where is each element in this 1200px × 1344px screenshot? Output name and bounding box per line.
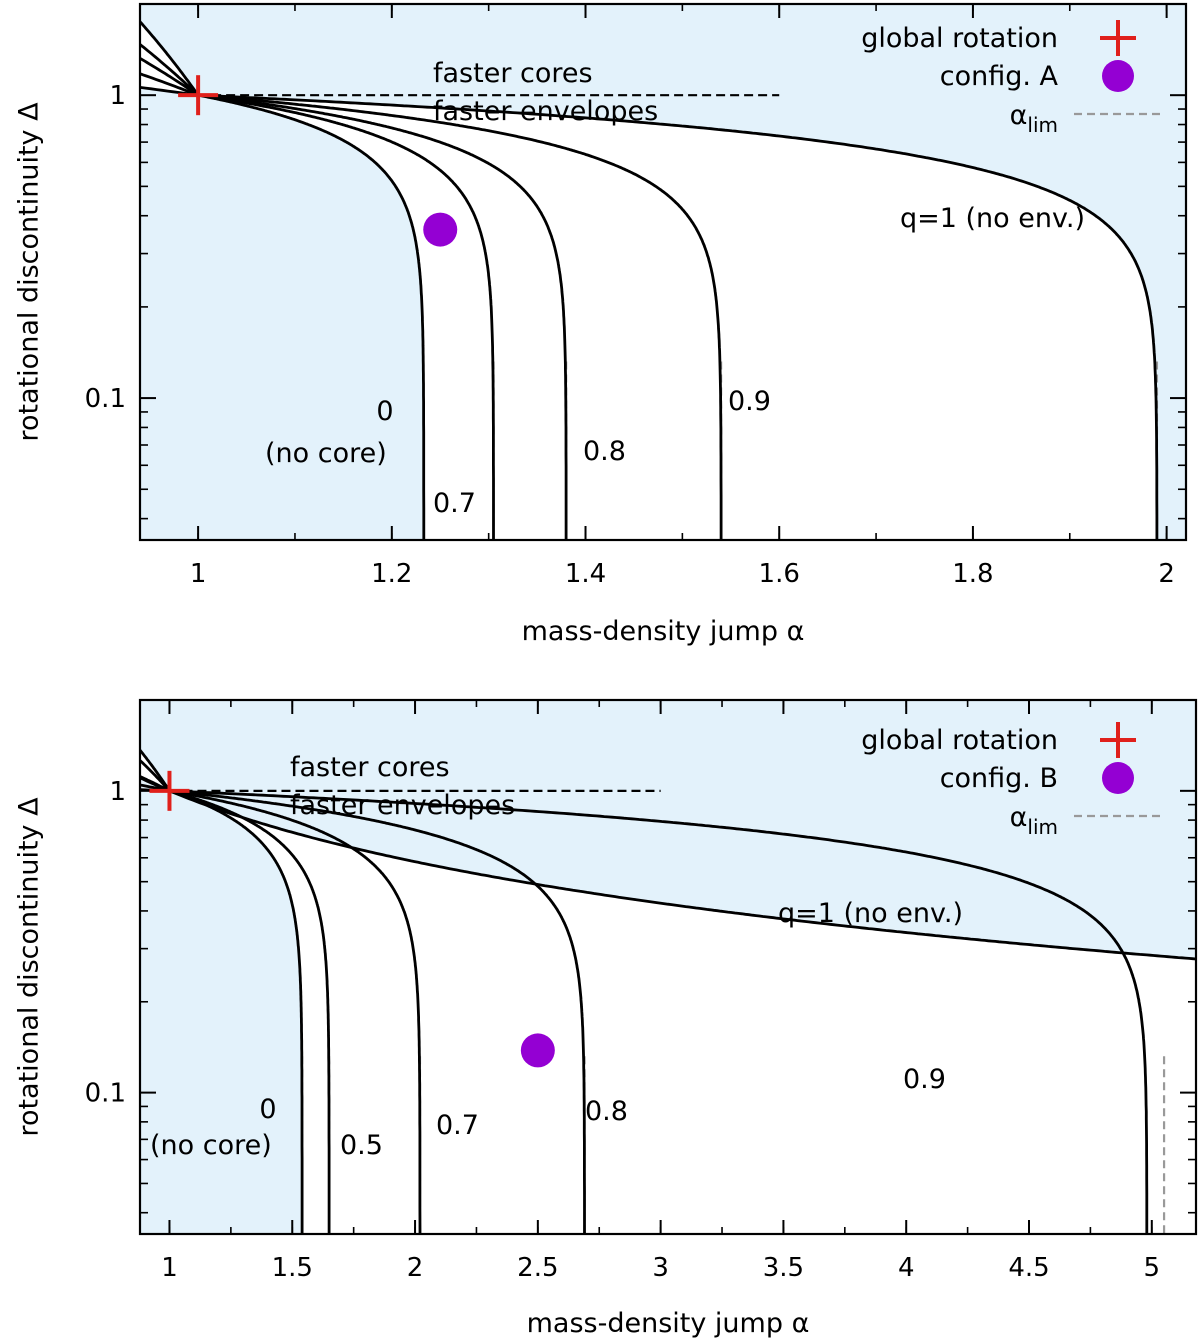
unshaded-region	[140, 21, 1157, 540]
annotation-label: 0.8	[585, 1096, 628, 1127]
x-tick-label: 2	[407, 1253, 424, 1283]
annotation-label: (no core)	[265, 438, 387, 469]
annotation-label: faster cores	[290, 752, 450, 783]
series-line-3	[140, 783, 586, 1234]
plot-frame	[138, 698, 1198, 1236]
x-tick-label: 3	[652, 1253, 669, 1283]
x-tick-label: 3.5	[763, 1253, 804, 1283]
legend-circle-marker	[1102, 762, 1134, 794]
legend-label: config. A	[940, 61, 1059, 92]
annotation-label: 0.7	[436, 1110, 479, 1141]
config-point	[423, 212, 458, 247]
series-line-1	[140, 759, 331, 1234]
y-axis-title: rotational discontinuity Δ	[14, 102, 45, 442]
series-line-2	[140, 57, 568, 540]
legend-label: config. B	[940, 763, 1058, 794]
config-point	[520, 1033, 555, 1068]
x-tick-label: 1.6	[759, 559, 800, 589]
series-line-0	[140, 20, 426, 540]
annotation-label: 0.7	[433, 488, 476, 519]
plot-frame	[138, 2, 1188, 542]
panel-bottom: 1 1.5 2 2.5 3 3.5 4 4.5 5 0.1 1 mass-density jump α…	[14, 698, 1198, 1339]
x-tick-label: 4	[898, 1253, 915, 1283]
series-line-4	[140, 788, 1149, 1234]
x-tick-label: 2.5	[517, 1253, 558, 1283]
x-axis-title: mass-density jump α	[527, 1308, 810, 1339]
x-tick-label: 4.5	[1008, 1253, 1049, 1283]
annotation-label: q=1 (no env.)	[778, 898, 963, 929]
annotation-label: 0	[376, 396, 393, 427]
global-rotation-marker	[178, 75, 219, 116]
panel-top: 1 1.2 1.4 1.6 1.8 2 0.1 1 mass-density jump α rot…	[14, 2, 1188, 647]
legend-label: global rotation	[861, 23, 1058, 54]
annotation-label: 0.8	[583, 436, 626, 467]
annotation-label: q=1 (no env.)	[900, 203, 1085, 234]
legend: global rotation config. B αlim	[861, 722, 1162, 839]
legend-plus-marker	[1100, 20, 1136, 56]
y-axis-title: rotational discontinuity Δ	[14, 797, 45, 1137]
x-tick-label: 1.4	[565, 559, 606, 589]
global-rotation-marker	[149, 770, 190, 811]
annotation-label: 0	[259, 1094, 276, 1125]
x-tick-label: 1.5	[272, 1253, 313, 1283]
annotation-label: 0.9	[728, 386, 771, 417]
series-line-2	[140, 775, 422, 1234]
legend: global rotation config. A αlim	[861, 20, 1162, 137]
y-tick-label: 1	[109, 81, 126, 111]
series-line-1	[140, 43, 495, 540]
annotation-label: faster envelopes	[433, 96, 658, 127]
annotation-label: (no core)	[150, 1130, 272, 1161]
x-tick-label: 1.2	[371, 559, 412, 589]
series-line-3	[140, 72, 723, 540]
legend-label: αlim	[1010, 802, 1058, 839]
annotation-label: 0.9	[903, 1064, 946, 1095]
series-line-5	[140, 776, 1196, 961]
x-tick-label: 5	[1144, 1253, 1161, 1283]
x-tick-label: 1.8	[952, 559, 993, 589]
series-line-4	[140, 86, 1159, 540]
annotation-label: faster envelopes	[290, 790, 515, 821]
x-tick-label: 1	[190, 559, 207, 589]
y-tick-label: 1	[109, 777, 126, 807]
legend-label: αlim	[1010, 100, 1058, 137]
annotation-label: faster cores	[433, 58, 593, 89]
annotation-label: 0.5	[340, 1130, 383, 1161]
y-tick-label: 0.1	[85, 1079, 126, 1109]
x-axis-title: mass-density jump α	[522, 616, 805, 647]
legend-label: global rotation	[861, 725, 1058, 756]
unshaded-region	[140, 750, 1196, 1234]
y-tick-label: 0.1	[85, 384, 126, 414]
x-tick-label: 1	[161, 1253, 178, 1283]
legend-plus-marker	[1100, 722, 1136, 758]
x-tick-label: 2	[1158, 559, 1175, 589]
legend-circle-marker	[1102, 60, 1134, 92]
